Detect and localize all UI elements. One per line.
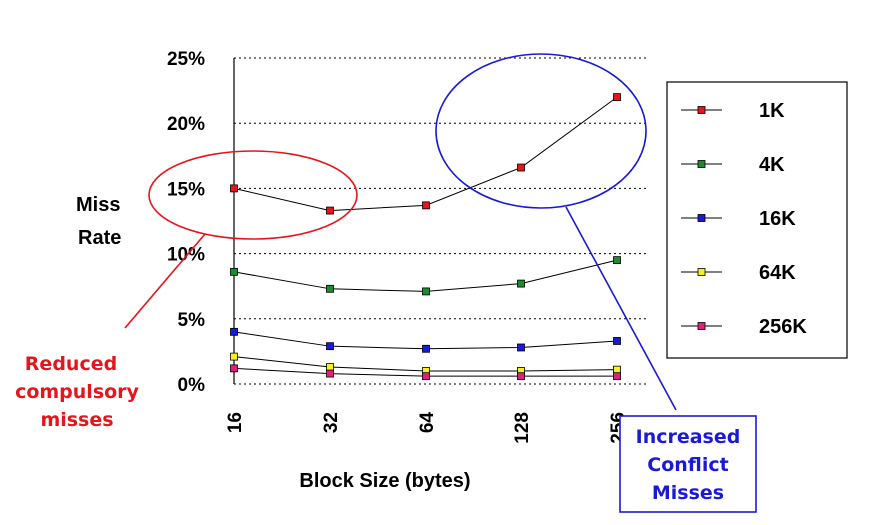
y-axis-title-line1: Miss bbox=[76, 194, 120, 216]
data-point bbox=[422, 287, 430, 296]
series-group bbox=[230, 93, 621, 381]
data-point bbox=[517, 372, 525, 381]
legend-box bbox=[666, 81, 848, 359]
data-point bbox=[613, 365, 621, 374]
data-point bbox=[326, 206, 334, 215]
data-point bbox=[613, 337, 621, 345]
legend-label: 4K bbox=[759, 154, 785, 176]
increased-annotation-line2: Conflict bbox=[647, 454, 728, 476]
data-point bbox=[230, 364, 238, 373]
x-tick-label: 128 bbox=[512, 412, 533, 444]
increased-conflict-ellipse bbox=[435, 53, 647, 209]
legend-label: 16K bbox=[759, 208, 796, 230]
data-point bbox=[613, 256, 621, 265]
data-point bbox=[326, 369, 334, 378]
data-point bbox=[326, 342, 334, 351]
reduced-misses-ellipse bbox=[148, 150, 358, 240]
x-tick-label: 64 bbox=[417, 412, 438, 434]
legend-marker bbox=[697, 322, 706, 330]
y-tick-label: 20% bbox=[167, 114, 205, 135]
data-point bbox=[517, 163, 525, 172]
increased-conflict-arrow-line bbox=[565, 206, 677, 411]
data-point bbox=[230, 352, 238, 361]
data-point bbox=[422, 201, 430, 210]
series-line bbox=[233, 259, 618, 292]
data-point bbox=[230, 327, 238, 336]
increased-annotation-line1: Increased bbox=[636, 426, 741, 448]
x-tick-label: 32 bbox=[321, 412, 342, 433]
data-point bbox=[422, 344, 430, 353]
increased-annotation-line3: Misses bbox=[652, 482, 724, 504]
legend: 1K 4K 16K 64K 256K bbox=[681, 100, 807, 338]
data-point bbox=[326, 363, 334, 371]
data-point bbox=[326, 284, 334, 293]
data-point bbox=[517, 279, 525, 288]
increased-conflict-box bbox=[619, 415, 757, 513]
x-tick-labels: 16 32 64 128 256 bbox=[225, 412, 629, 444]
y-axis-title-line2: Rate bbox=[78, 227, 121, 249]
legend-marker bbox=[697, 160, 706, 168]
reduced-annotation-line3: misses bbox=[40, 409, 113, 431]
x-tick-label: 16 bbox=[225, 412, 246, 433]
legend-label: 64K bbox=[759, 262, 796, 284]
y-tick-label: 5% bbox=[178, 310, 206, 331]
y-tick-label: 15% bbox=[167, 179, 205, 200]
data-point bbox=[517, 343, 525, 352]
data-point bbox=[422, 372, 430, 381]
y-tick-label: 25% bbox=[167, 49, 205, 70]
legend-marker bbox=[697, 214, 706, 222]
data-point bbox=[613, 93, 621, 102]
legend-label: 1K bbox=[759, 100, 785, 122]
legend-marker bbox=[697, 106, 706, 114]
legend-marker bbox=[697, 268, 706, 276]
reduced-annotation-line1: Reduced bbox=[25, 353, 117, 375]
reduced-annotation-line2: compulsory bbox=[15, 381, 139, 403]
reduced-misses-arrow-line bbox=[124, 233, 206, 329]
data-point bbox=[230, 184, 238, 193]
legend-label: 256K bbox=[759, 316, 807, 338]
gridlines bbox=[234, 57, 646, 385]
y-tick-label: 0% bbox=[178, 375, 206, 396]
data-point bbox=[613, 372, 621, 381]
data-point bbox=[230, 267, 238, 276]
y-tick-labels: 0%5%10%15%20%25% bbox=[167, 49, 205, 396]
x-axis-title: Block Size (bytes) bbox=[299, 470, 470, 492]
